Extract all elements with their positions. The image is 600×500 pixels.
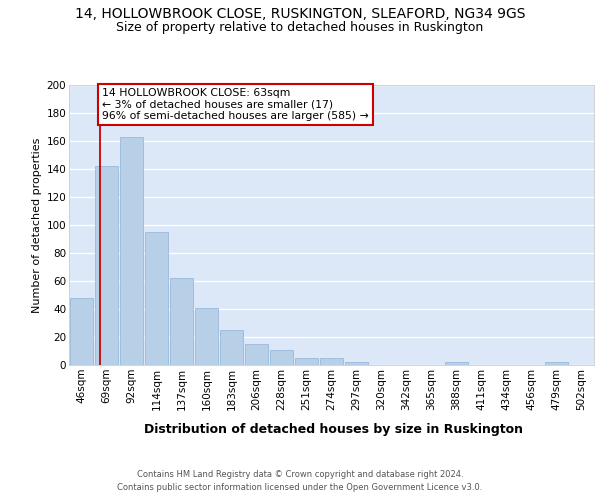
Bar	[95, 166, 118, 365]
Bar	[145, 232, 168, 365]
Text: Size of property relative to detached houses in Ruskington: Size of property relative to detached ho…	[116, 21, 484, 34]
Bar	[245, 344, 268, 365]
Text: 14 HOLLOWBROOK CLOSE: 63sqm
← 3% of detached houses are smaller (17)
96% of semi: 14 HOLLOWBROOK CLOSE: 63sqm ← 3% of deta…	[102, 88, 369, 121]
Bar	[170, 278, 193, 365]
Bar	[220, 330, 243, 365]
Bar	[320, 358, 343, 365]
Bar	[445, 362, 468, 365]
Bar	[295, 358, 318, 365]
Text: Contains HM Land Registry data © Crown copyright and database right 2024.
Contai: Contains HM Land Registry data © Crown c…	[118, 470, 482, 492]
Bar	[345, 362, 368, 365]
Bar	[195, 308, 218, 365]
Bar	[545, 362, 568, 365]
Bar	[270, 350, 293, 365]
Text: 14, HOLLOWBROOK CLOSE, RUSKINGTON, SLEAFORD, NG34 9GS: 14, HOLLOWBROOK CLOSE, RUSKINGTON, SLEAF…	[75, 8, 525, 22]
Text: Distribution of detached houses by size in Ruskington: Distribution of detached houses by size …	[143, 422, 523, 436]
Bar	[70, 298, 93, 365]
Bar	[120, 137, 143, 365]
Y-axis label: Number of detached properties: Number of detached properties	[32, 138, 43, 312]
